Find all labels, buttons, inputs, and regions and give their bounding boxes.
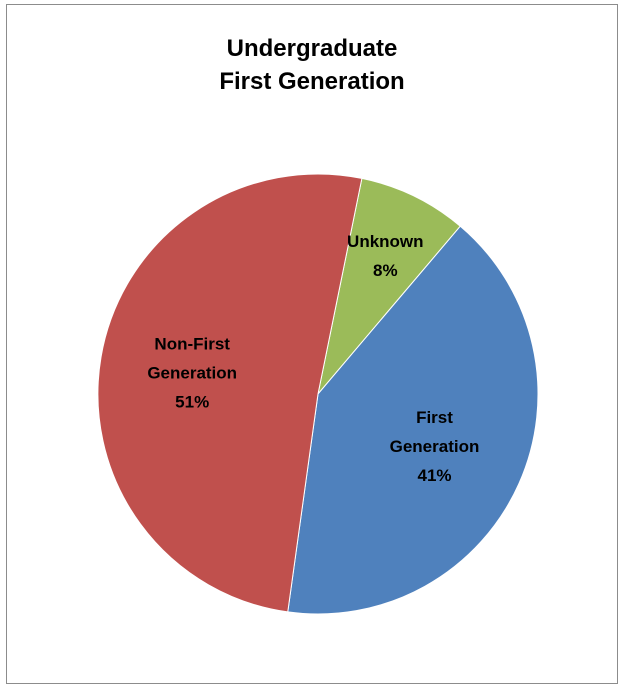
chart-title-line-1: Undergraduate bbox=[226, 35, 398, 62]
chart-title-line-2: First Generation bbox=[219, 68, 405, 95]
pie-label-first-generation: First Generation 41% bbox=[390, 408, 480, 485]
pie-slice-first-generation bbox=[287, 225, 539, 615]
pie-slice-non-first-generation bbox=[97, 173, 363, 613]
pie-labels: Unknown 8% First Generation 41% Non-First Gene… bbox=[147, 232, 479, 485]
pie-slices bbox=[97, 173, 539, 615]
pie-label-non-first-generation: Non-First Generation 51% bbox=[147, 335, 237, 412]
pie-slice-unknown bbox=[317, 177, 461, 395]
pie-label-unknown: Unknown 8% bbox=[347, 232, 424, 280]
chart-title: Undergraduate First Generation bbox=[0, 32, 624, 98]
